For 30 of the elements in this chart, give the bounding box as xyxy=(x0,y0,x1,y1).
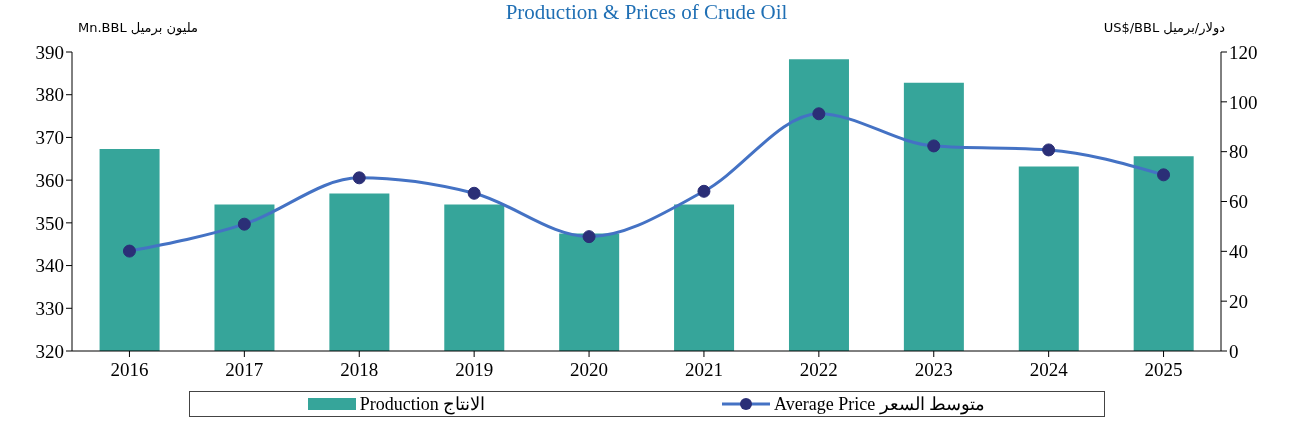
x-tick-label: 2023 xyxy=(914,359,953,381)
x-tick-label: 2016 xyxy=(110,359,149,381)
y-tick-label: 370 xyxy=(35,127,64,149)
x-tick-label: 2022 xyxy=(799,359,838,381)
x-tick-label: 2019 xyxy=(455,359,494,381)
legend-label: Production الانتاج xyxy=(359,393,486,415)
x-tick-label: 2018 xyxy=(340,359,379,381)
y2-tick-label: 100 xyxy=(1229,91,1258,113)
y-axis-title: Mn.BBL مليون برميل xyxy=(78,20,198,35)
y-tick-label: 330 xyxy=(35,298,64,320)
y2-tick-label: 20 xyxy=(1229,290,1248,312)
y-tick-label: 320 xyxy=(35,340,64,362)
y-tick-label: 340 xyxy=(35,255,64,277)
y-tick-label: 360 xyxy=(35,169,64,191)
y2-tick-label: 0 xyxy=(1229,340,1239,362)
x-tick-label: 2021 xyxy=(684,359,723,381)
y-tick-label: 390 xyxy=(35,41,64,63)
y2-tick-label: 80 xyxy=(1229,141,1248,163)
chart-title: Production & Prices of Crude Oil xyxy=(505,0,788,24)
legend-label: Average Price متوسط السعر xyxy=(774,393,986,415)
y2-axis-title: US$/BBL دولار/برميل xyxy=(1103,20,1225,35)
x-tick-label: 2025 xyxy=(1144,359,1183,381)
y2-tick-label: 40 xyxy=(1229,241,1248,263)
y-tick-label: 350 xyxy=(35,212,64,234)
x-tick-label: 2017 xyxy=(225,359,264,381)
y-tick-label: 380 xyxy=(35,84,64,106)
x-tick-label: 2020 xyxy=(570,359,609,381)
y2-tick-label: 120 xyxy=(1229,41,1258,63)
x-tick-label: 2024 xyxy=(1029,359,1069,381)
y2-tick-label: 60 xyxy=(1229,191,1248,213)
